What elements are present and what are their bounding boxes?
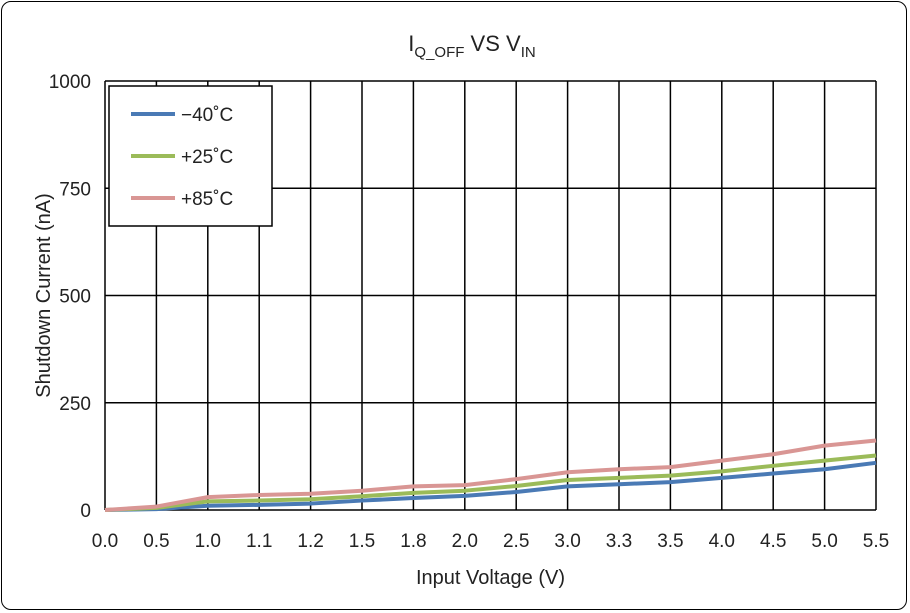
legend: −40˚C +25˚C +85˚C: [108, 85, 273, 227]
x-tick-label: 0.0: [92, 531, 118, 552]
x-tick-label: 5.0: [811, 531, 837, 552]
x-axis-label: Input Voltage (V): [416, 567, 565, 589]
series-lines: [104, 438, 877, 512]
y-tick-labels: 0 250 500 750 1000: [49, 72, 91, 522]
x-tick-label: 3.5: [657, 531, 683, 552]
x-tick-label: 2.0: [452, 531, 478, 552]
y-tick-label: 750: [59, 179, 91, 200]
title-part: IN: [521, 44, 536, 61]
legend-entry: −40˚C: [181, 105, 233, 126]
x-tick-label: 3.0: [554, 531, 580, 552]
title-part: VS V: [464, 31, 521, 56]
legend-entry: +85˚C: [181, 189, 233, 210]
y-axis-label: Shutdown Current (nA): [33, 193, 55, 398]
chart-title: IQ_OFF VS VIN: [408, 31, 535, 61]
x-tick-label: 1.1: [246, 531, 272, 552]
title-part: I: [408, 31, 414, 56]
legend-entry: +25˚C: [181, 147, 233, 168]
series-line: [104, 453, 877, 512]
y-tick-label: 250: [59, 394, 91, 415]
x-tick-label: 4.5: [760, 531, 786, 552]
y-tick-label: 0: [80, 501, 91, 522]
y-tick-label: 500: [59, 287, 91, 308]
x-tick-label: 1.5: [349, 531, 375, 552]
x-tick-label: 2.5: [503, 531, 529, 552]
title-part: Q_OFF: [414, 44, 464, 61]
x-tick-label: 3.3: [606, 531, 632, 552]
x-tick-label: 1.0: [195, 531, 221, 552]
grid-lines: [104, 80, 877, 511]
x-tick-label: 1.8: [400, 531, 426, 552]
series-line: [104, 460, 877, 512]
x-tick-label: 4.0: [709, 531, 735, 552]
x-tick-label: 0.5: [143, 531, 169, 552]
x-tick-label: 1.2: [297, 531, 323, 552]
x-tick-labels: 0.0 0.5 1.0 1.1 1.2 1.5 1.8 2.0 2.5 3.0 3.3 3.5 4.0 4…: [92, 531, 889, 552]
series-line: [104, 438, 877, 512]
x-tick-label: 5.5: [863, 531, 889, 552]
y-tick-label: 1000: [49, 72, 91, 93]
